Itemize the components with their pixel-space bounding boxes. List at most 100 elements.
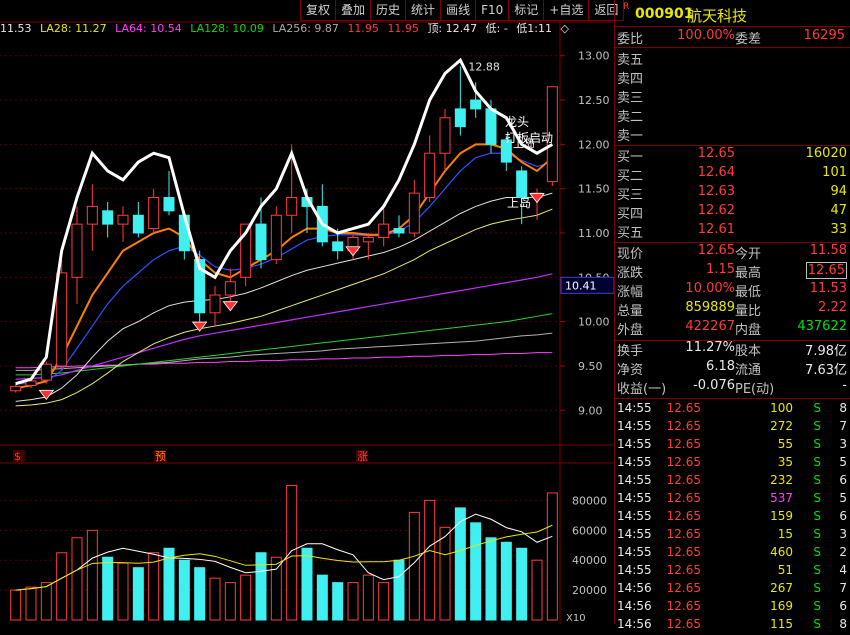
volume-bar — [10, 589, 22, 621]
fund-label: 换手 — [617, 344, 644, 359]
buy-row[interactable]: 买二 12.64 101 — [615, 165, 850, 185]
tick-time: 14:56 — [617, 599, 652, 613]
tick-time: 14:56 — [617, 581, 652, 595]
volume-bar — [332, 582, 344, 621]
tick-volume: 460 — [770, 545, 793, 559]
tick-row[interactable]: 14:56 12.65 267 S 7 — [615, 581, 850, 599]
buy-label: 买五 — [617, 226, 644, 241]
trend-white-line — [15, 57, 554, 386]
candle-body — [56, 272, 68, 367]
tick-row[interactable]: 14:55 12.65 460 S 2 — [615, 545, 850, 563]
tick-volume: 100 — [770, 401, 793, 415]
volume-bar — [255, 552, 267, 621]
volume-bar — [224, 582, 236, 621]
ma-green-line — [15, 313, 553, 376]
toolbar-button[interactable]: 标记 — [508, 0, 545, 21]
sell-label: 卖四 — [617, 72, 644, 87]
stat-label: 最高 — [735, 266, 762, 281]
sell-row[interactable]: 卖五 — [615, 49, 850, 69]
stat-value: 437622 — [797, 319, 847, 334]
tick-volume: 55 — [777, 437, 793, 451]
diamond-signal-icon — [345, 246, 361, 257]
volume-bar — [378, 582, 390, 621]
volume-bar — [40, 582, 52, 621]
candle-body — [286, 197, 298, 216]
signal-mark-bg — [154, 450, 166, 462]
tick-price: 12.65 — [666, 617, 701, 631]
stat-label: 最低 — [735, 285, 762, 300]
price-marker-box — [560, 276, 614, 294]
tick-count: 6 — [839, 509, 847, 523]
fund-value: -0.076 — [693, 378, 735, 393]
volume-bar — [393, 559, 405, 621]
vol-ma-yellow-line — [15, 524, 553, 591]
buy-row[interactable]: 买四 12.62 47 — [615, 203, 850, 223]
stock-name[interactable]: 航天科技 — [687, 7, 748, 25]
tick-row[interactable]: 14:55 12.65 232 S 6 — [615, 473, 850, 491]
kline-chart[interactable]: 13.0012.5012.0011.5011.0010.5010.009.509… — [0, 0, 614, 624]
toolbar-button[interactable]: 复权 — [300, 0, 337, 21]
stat-row: 现价 12.65 今开 11.58 — [615, 243, 850, 263]
tick-side: S — [813, 509, 821, 523]
volume-bar — [347, 582, 359, 621]
stock-code[interactable]: 000901 — [635, 6, 694, 22]
volume-bar — [117, 562, 129, 621]
tick-row[interactable]: 14:55 12.65 15 S 3 — [615, 527, 850, 545]
tick-row[interactable]: 14:56 12.65 115 S 8 — [615, 617, 850, 635]
sell-row[interactable]: 卖一 — [615, 125, 850, 145]
toolbar-button[interactable]: 画线 — [440, 0, 477, 21]
candle-body — [40, 363, 52, 381]
toolbar-button[interactable]: F10 — [475, 0, 510, 21]
tick-volume: 232 — [770, 473, 793, 487]
ma-low1: 低1:11 — [516, 22, 553, 35]
tick-row[interactable]: 14:55 12.65 272 S 7 — [615, 419, 850, 437]
tick-price: 12.65 — [666, 473, 701, 487]
tick-row[interactable]: 14:56 12.65 169 S 6 — [615, 599, 850, 617]
stat-value: 12.65 — [697, 243, 735, 258]
ma-la128: LA128: 10.09 — [190, 22, 264, 35]
tick-side: S — [813, 527, 821, 541]
vol-tick-label: 80000 — [572, 494, 607, 507]
tick-row[interactable]: 14:55 12.65 159 S 6 — [615, 509, 850, 527]
tick-count: 5 — [839, 491, 847, 505]
fund-label: 收益(一) — [617, 382, 667, 397]
toolbar-button[interactable]: 历史 — [370, 0, 407, 21]
toolbar-button[interactable]: +自选 — [543, 0, 590, 21]
tick-volume: 267 — [770, 581, 793, 595]
buy-row[interactable]: 买三 12.63 94 — [615, 184, 850, 204]
sell-label: 卖五 — [617, 53, 644, 68]
annotation-dragon: 龙头 — [505, 115, 529, 129]
wc-value: 16295 — [803, 28, 845, 43]
tick-volume: 537 — [770, 491, 793, 505]
fundamental-row: 收益(一) -0.076 PE(动) - — [615, 378, 850, 398]
toolbar-button[interactable]: 返回 — [588, 0, 625, 21]
volume-bar — [148, 552, 160, 621]
tick-row[interactable]: 14:55 12.65 55 S 3 — [615, 437, 850, 455]
buy-price: 12.62 — [697, 203, 735, 218]
y-tick-label: 12.50 — [578, 94, 610, 107]
fund-value: 7.63亿 — [805, 363, 847, 378]
tick-row[interactable]: 14:55 12.65 537 S 5 — [615, 491, 850, 509]
tick-volume: 115 — [770, 617, 793, 631]
volume-bar — [316, 574, 328, 621]
buy-label: 买二 — [617, 169, 644, 184]
tick-count: 5 — [839, 455, 847, 469]
tick-row[interactable]: 14:55 12.65 35 S 5 — [615, 455, 850, 473]
buy-row[interactable]: 买五 12.61 33 — [615, 222, 850, 242]
signal-mark: 预 — [155, 450, 166, 463]
buy-row[interactable]: 买一 12.65 16020 — [615, 146, 850, 166]
ma-la28: LA28: 11.27 — [40, 22, 107, 35]
tick-time: 14:55 — [617, 455, 652, 469]
sell-row[interactable]: 卖三 — [615, 87, 850, 107]
tick-side: S — [813, 617, 821, 631]
tick-volume: 159 — [770, 509, 793, 523]
sell-row[interactable]: 卖四 — [615, 68, 850, 88]
ma-v1: 11.95 — [347, 22, 379, 35]
candle-body — [332, 241, 344, 252]
candle-body — [255, 223, 267, 261]
tick-row[interactable]: 14:55 12.65 51 S 4 — [615, 563, 850, 581]
divider — [615, 47, 850, 48]
tick-row[interactable]: 14:55 12.65 100 S 8 — [615, 401, 850, 419]
sell-row[interactable]: 卖二 — [615, 106, 850, 126]
volume-bar — [516, 547, 528, 621]
